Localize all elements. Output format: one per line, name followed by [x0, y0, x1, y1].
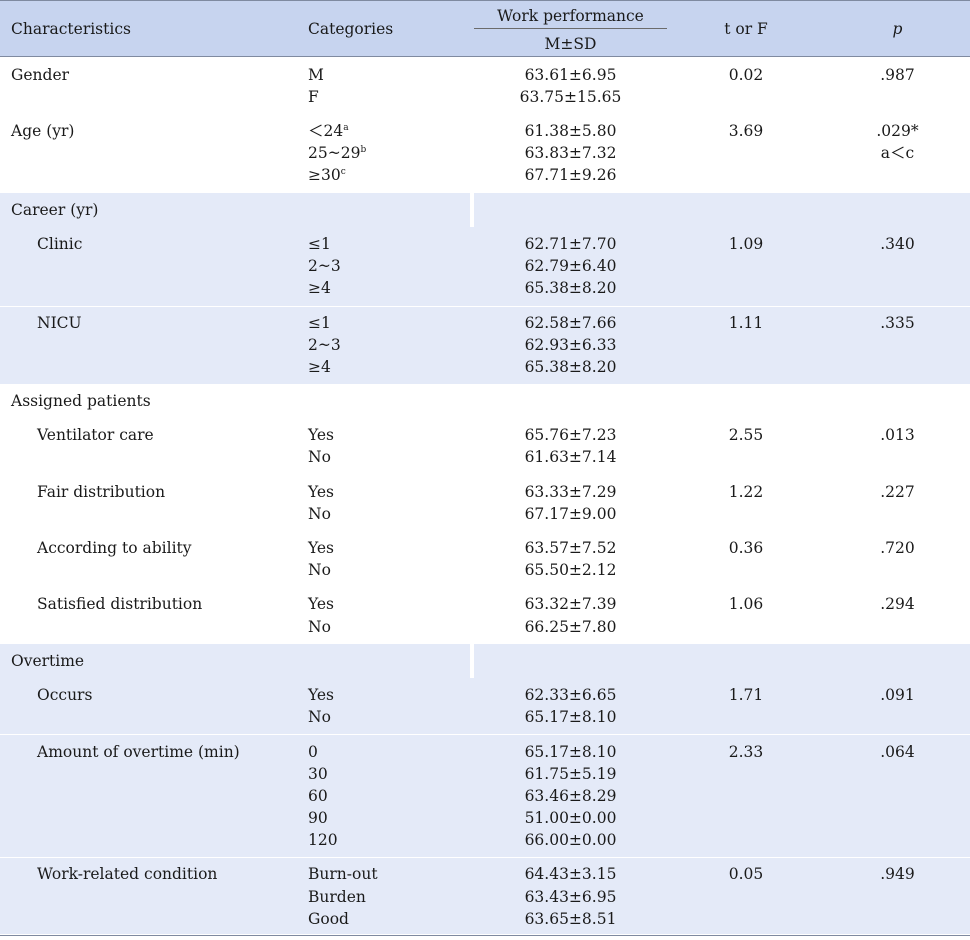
table-header: Characteristics Categories Work performa… — [0, 0, 970, 57]
table-row: F 63.75±15.65 — [308, 88, 622, 106]
table-row: Good 63.65±8.51 — [308, 910, 617, 928]
table-row: ≥4 65.38±8.20 — [308, 358, 617, 376]
table-row: Amount of overtime (min) 0 65.17±8.10 2.… — [37, 743, 915, 761]
table-bottom-rule — [0, 935, 970, 936]
table-row: No 66.25±7.80 — [308, 618, 617, 636]
table-row: ≥30c 67.71±9.26 — [308, 166, 617, 184]
header-work-performance: Work performance — [497, 7, 644, 25]
band-divider — [0, 857, 970, 858]
table-row: 25~29b 63.83±7.32 a＜c — [308, 144, 915, 162]
table-row: 60 63.46±8.29 — [308, 787, 617, 805]
table-row: No 67.17±9.00 — [308, 505, 617, 523]
header-t-or-f: t or F — [724, 20, 768, 38]
table-row: Work-related condition Burn-out 64.43±3.… — [37, 865, 915, 883]
table-row: 2~3 62.79±6.40 — [308, 257, 617, 275]
group-heading: Career (yr) — [11, 201, 99, 219]
overtime-band — [0, 644, 970, 934]
group-heading: Assigned patients — [11, 392, 151, 410]
table-row: 90 51.00±0.00 — [308, 809, 617, 827]
table-row: Occurs Yes 62.33±6.65 1.71 .091 — [37, 686, 915, 704]
table-row: Ventilator care Yes 65.76±7.23 2.55 .013 — [37, 426, 915, 444]
header-underline — [474, 28, 667, 29]
table-row: NICU ≤1 62.58±7.66 1.11 .335 — [37, 314, 915, 332]
table-row: Satisfied distribution Yes 63.32±7.39 1.… — [37, 595, 915, 613]
header-categories: Categories — [308, 20, 394, 38]
table-row: 2~3 62.93±6.33 — [308, 336, 617, 354]
header-msd: M±SD — [544, 35, 597, 53]
table-row: Clinic ≤1 62.71±7.70 1.09 .340 — [37, 235, 915, 253]
table-row: ≥4 65.38±8.20 — [308, 279, 617, 297]
header-characteristics: Characteristics — [11, 20, 131, 38]
table-row: Fair distribution Yes 63.33±7.29 1.22 .2… — [37, 483, 915, 501]
table-row: No 65.50±2.12 — [308, 561, 617, 579]
table-row: Gender M 63.61±6.95 0.02 .987 — [11, 66, 915, 84]
table-row: Age (yr) ＜24a 61.38±5.80 3.69 .029* — [11, 122, 919, 140]
table-row: No 65.17±8.10 — [308, 708, 617, 726]
table-row: According to ability Yes 63.57±7.52 0.36… — [37, 539, 915, 557]
band-divider — [0, 306, 970, 307]
career-band — [0, 193, 970, 384]
group-heading: Overtime — [11, 652, 85, 670]
header-p: p — [892, 20, 903, 38]
table-row: 30 61.75±5.19 — [308, 765, 617, 783]
band-divider — [0, 734, 970, 735]
table-row: Burden 63.43±6.95 — [308, 888, 617, 906]
table-row: No 61.63±7.14 — [308, 448, 617, 466]
table-row: 120 66.00±0.00 — [308, 831, 617, 849]
